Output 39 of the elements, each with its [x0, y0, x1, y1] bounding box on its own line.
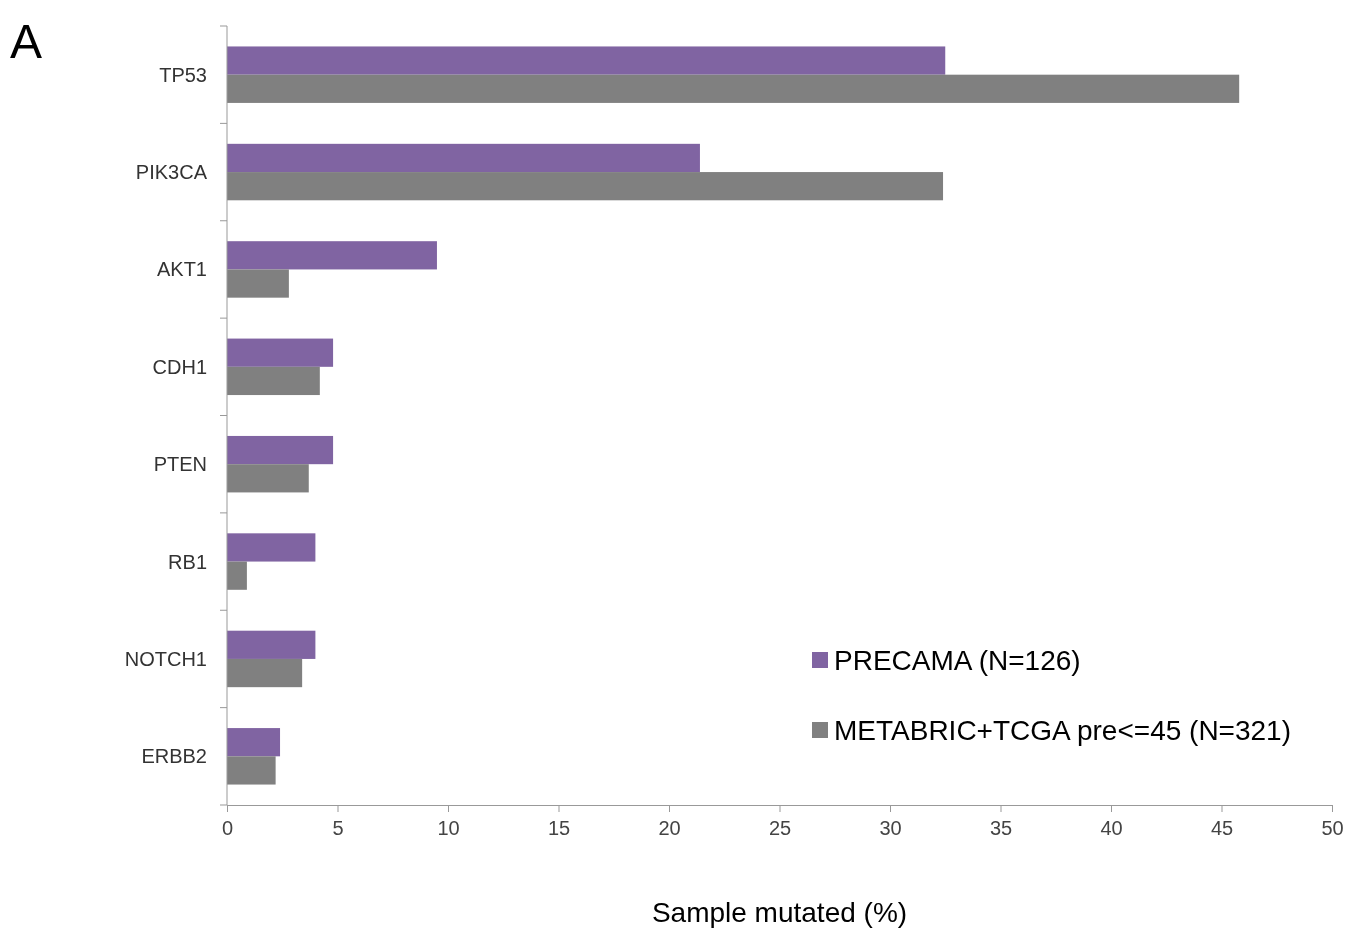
y-tick-label: TP53 — [159, 63, 207, 86]
y-tick-label: RB1 — [168, 550, 207, 573]
x-tick-label: 20 — [658, 817, 681, 839]
legend-label: METABRIC+TCGA pre<=45 (N=321) — [834, 714, 1291, 746]
bar — [227, 630, 316, 659]
y-tick-label: PIK3CA — [135, 161, 208, 184]
bar — [227, 435, 334, 465]
y-tick-label: NOTCH1 — [124, 647, 207, 670]
bar — [227, 143, 700, 173]
bar — [227, 172, 944, 201]
y-tick-label: CDH1 — [152, 355, 207, 378]
bar — [227, 464, 309, 493]
x-tick-label: 40 — [1100, 817, 1123, 839]
y-tick-label: AKT1 — [156, 258, 207, 281]
y-tick-label: ERBB2 — [141, 745, 207, 768]
x-axis-title: Sample mutated (%) — [651, 897, 908, 928]
legend-label: PRECAMA (N=126) — [834, 644, 1081, 676]
bar — [227, 561, 247, 590]
x-tick-label: 50 — [1321, 817, 1344, 839]
bar — [227, 366, 320, 396]
y-tick-label: PTEN — [153, 453, 207, 476]
bar — [227, 658, 303, 688]
bar — [227, 269, 289, 298]
bar — [227, 533, 316, 562]
x-tick-label: 15 — [547, 817, 571, 839]
text: A — [10, 15, 43, 68]
bar — [227, 728, 281, 757]
bar — [227, 756, 276, 785]
x-tick-label: 25 — [768, 817, 792, 839]
x-tick-label: 0 — [221, 817, 234, 839]
bar — [227, 241, 437, 270]
x-tick-label: 5 — [332, 817, 344, 839]
x-tick-label: 45 — [1210, 817, 1234, 839]
x-tick-label: 30 — [879, 817, 902, 839]
x-tick-label: 35 — [989, 817, 1013, 839]
bar — [227, 46, 946, 75]
bar — [227, 74, 1240, 103]
bar — [227, 338, 334, 367]
x-tick-label: 10 — [437, 817, 460, 839]
